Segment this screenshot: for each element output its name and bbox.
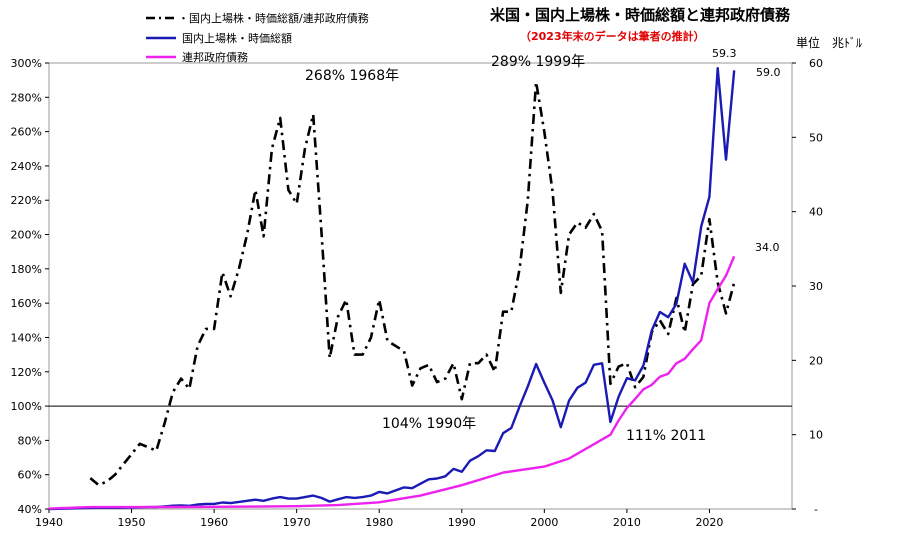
x-axis-tick-label: 1940 <box>35 516 63 529</box>
legend-label-market-cap: 国内上場株・時価総額 <box>182 31 292 45</box>
left-axis-tick-label: 100% <box>11 400 42 413</box>
legend-label-federal-debt: 連邦政府債務 <box>182 50 248 64</box>
legend: ・国内上場株・時価総額/連邦政府債務 国内上場株・時価総額 連邦政府債務 <box>146 11 369 64</box>
annotation-2011: 111% 2011 <box>626 428 706 444</box>
series-federal-debt-line <box>48 255 736 510</box>
annotation-1990: 104% 1990年 <box>382 416 476 432</box>
left-axis-tick-label: 140% <box>11 331 42 344</box>
right-axis-tick-label: - <box>814 503 818 516</box>
annotation-peak-1968: 268% 1968年 <box>305 68 399 84</box>
series-market-cap-line <box>48 66 736 511</box>
value-label-debt-2023: 34.0 <box>755 241 780 254</box>
left-axis-tick-label: 160% <box>11 297 42 310</box>
right-axis-tick-label: 60 <box>809 57 823 70</box>
series-layer <box>48 66 736 511</box>
left-axis-tick-label: 80% <box>18 434 42 447</box>
left-axis-tick-label: 220% <box>11 194 42 207</box>
right-axis-unit: 単位 兆ﾄﾞﾙ <box>796 35 862 50</box>
x-axis-tick-label: 2020 <box>695 516 723 529</box>
legend-label-ratio: ・国内上場株・時価総額/連邦政府債務 <box>178 11 369 25</box>
left-axis-tick-label: 180% <box>11 263 42 276</box>
x-axis-tick-label: 1960 <box>200 516 228 529</box>
left-axis-tick-label: 200% <box>11 229 42 242</box>
right-axis-tick-label: 40 <box>809 206 823 219</box>
left-axis-tick-label: 240% <box>11 160 42 173</box>
left-axis-tick-label: 280% <box>11 91 42 104</box>
chart-title: 米国・国内上場株・時価総額と連邦政府債務 <box>490 6 791 24</box>
x-axis-tick-label: 1950 <box>118 516 146 529</box>
chart-subtitle: （2023年末のデータは筆者の推計） <box>520 29 705 43</box>
right-axis-tick-label: 50 <box>809 131 823 144</box>
x-axis-tick-label: 2000 <box>530 516 558 529</box>
left-axis-tick-label: 60% <box>18 469 42 482</box>
right-axis-tick-label: 30 <box>809 280 823 293</box>
left-axis-tick-label: 120% <box>11 366 42 379</box>
value-label-end-2023: 59.0 <box>756 66 781 79</box>
axes: 40% 60% 80% 100% 120% 140% 160% 180% 200% 220% 240… <box>11 57 823 529</box>
left-axis-tick-label: 40% <box>18 503 42 516</box>
right-axis-tick-label: 20 <box>809 354 823 367</box>
annotation-peak-1999: 289% 1999年 <box>491 54 585 70</box>
series-ratio-line <box>89 80 736 487</box>
x-axis-tick-label: 1990 <box>448 516 476 529</box>
right-axis-tick-label: 10 <box>809 429 823 442</box>
x-axis-tick-label: 2010 <box>613 516 641 529</box>
left-axis-tick-label: 260% <box>11 126 42 139</box>
x-axis-tick-label: 1970 <box>283 516 311 529</box>
left-axis-tick-label: 300% <box>11 57 42 70</box>
value-label-peak-2021: 59.3 <box>712 47 737 60</box>
x-axis-tick-label: 1980 <box>365 516 393 529</box>
